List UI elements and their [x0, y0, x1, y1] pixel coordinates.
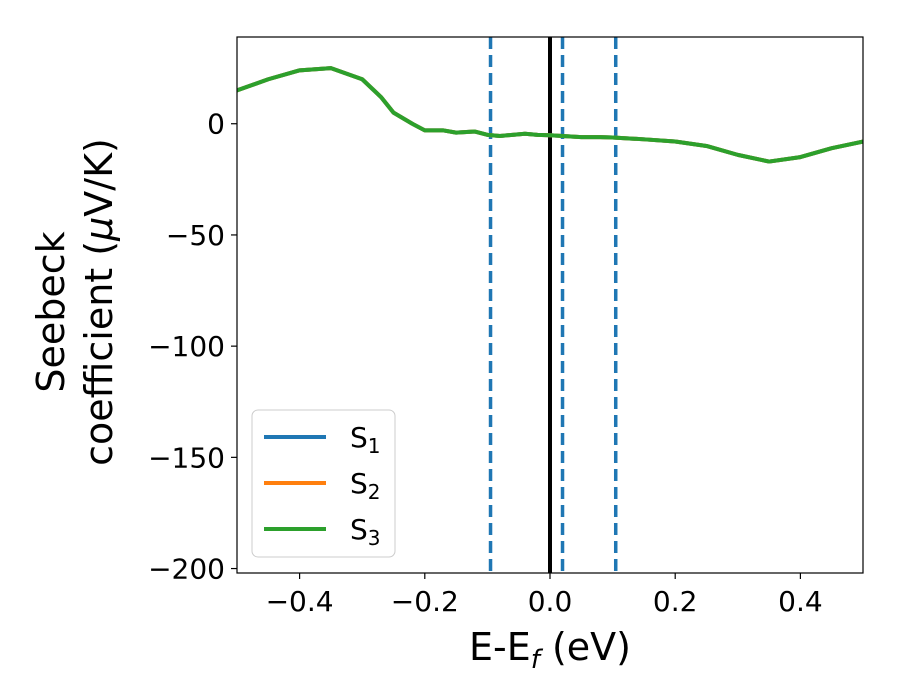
- x-axis-label-main: E-E: [469, 625, 531, 669]
- series-lines: [237, 66, 863, 164]
- y-tick-label: −150: [148, 441, 225, 474]
- legend-label: S1: [350, 421, 381, 458]
- y-axis-label-mu: μ: [77, 217, 121, 242]
- y-tick-label: −200: [148, 553, 225, 586]
- legend-label: S3: [350, 513, 381, 550]
- x-tick-label: −0.4: [266, 585, 334, 618]
- x-tick-label: 0.2: [653, 585, 698, 618]
- y-tick-label: 0: [207, 108, 225, 141]
- legend: S1 S2 S3: [251, 409, 396, 558]
- y-axis-label-line2: coefficient (μV/K): [77, 138, 121, 466]
- y-axis-label-line2-pre: coefficient (: [77, 241, 121, 466]
- x-axis-ticks: −0.4 −0.2 0.0 0.2 0.4: [266, 573, 823, 618]
- y-axis-label-line1: Seebeck: [29, 231, 73, 392]
- y-axis-ticks: 0 −50 −100 −150 −200: [148, 108, 237, 586]
- legend-label: S2: [350, 467, 381, 504]
- y-axis-label-line2-post: V/K): [77, 138, 121, 217]
- y-axis-label: Seebeck coefficient (μV/K): [29, 138, 121, 466]
- x-axis-label-tail: (eV): [540, 625, 631, 669]
- y-tick-label: −50: [166, 219, 225, 252]
- x-axis-label: E-Ef (eV): [469, 625, 631, 675]
- legend-entry-s1: S1: [264, 421, 381, 458]
- legend-entry-s3: S3: [264, 513, 381, 550]
- vertical-lines: [488, 37, 618, 573]
- legend-entry-s2: S2: [264, 467, 381, 504]
- x-tick-label: 0.4: [778, 585, 823, 618]
- x-tick-label: −0.2: [391, 585, 459, 618]
- x-tick-label: 0.0: [528, 585, 573, 618]
- y-tick-label: −100: [148, 330, 225, 363]
- series-line-s3: [237, 66, 863, 164]
